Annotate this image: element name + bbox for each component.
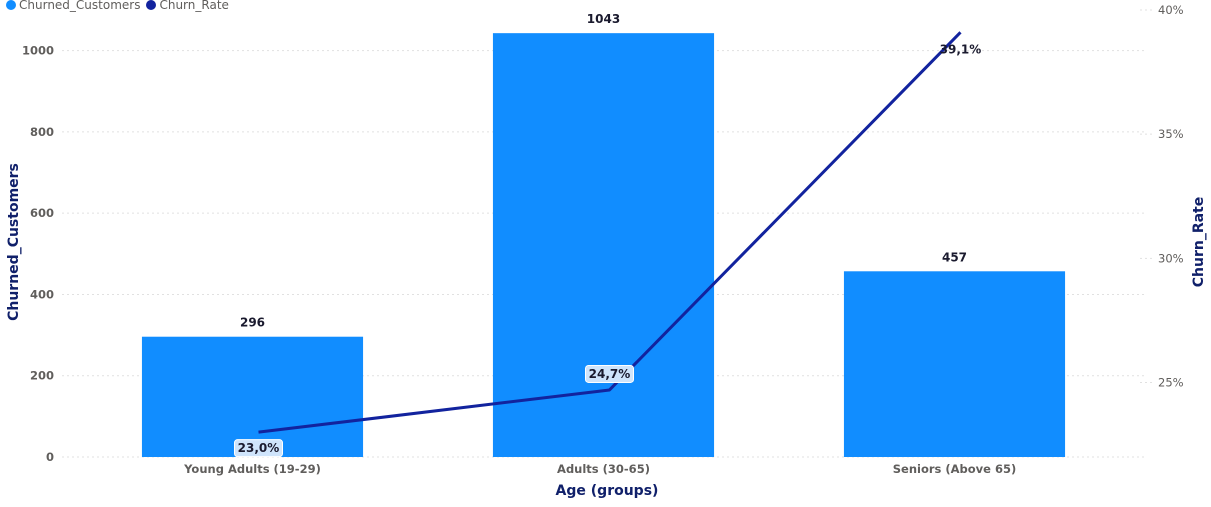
line-label-bg — [585, 364, 634, 383]
churn-rate-line-path — [258, 31, 962, 434]
churn-rate-line — [258, 31, 962, 434]
y2-tick-label: 30% — [1158, 251, 1184, 265]
data-labels: 296 1043 457 23,0% 24,7% 39,1% — [234, 12, 982, 458]
y2-tick-label: 35% — [1158, 127, 1184, 141]
line-label-bg — [234, 439, 283, 458]
line-value-label: 23,0% — [238, 441, 280, 455]
legend-dot-churned-customers — [6, 0, 16, 10]
bar — [492, 33, 715, 458]
line-value-label: 39,1% — [940, 42, 982, 56]
y-tick-label: 0 — [46, 450, 54, 464]
y2-tick-label: 25% — [1158, 376, 1184, 390]
y2-axis-title: Churn_Rate — [1191, 197, 1207, 288]
y-tick-label: 200 — [30, 369, 54, 383]
bar-value-label: 296 — [240, 316, 265, 330]
left-axis-ticks: 0 200 400 600 800 1000 — [22, 44, 54, 464]
legend-item-churned-customers[interactable]: Churned_Customers — [6, 0, 140, 12]
legend: Churned_Customers Churn_Rate — [6, 0, 229, 12]
legend-label-churned-customers: Churned_Customers — [19, 0, 141, 12]
y-tick-label: 1000 — [22, 44, 54, 58]
y2-tick-label: 40% — [1158, 3, 1184, 17]
x-axis-ticks: Young Adults (19-29) Adults (30-65) Senior… — [183, 462, 1016, 476]
legend-item-churn-rate[interactable]: Churn_Rate — [146, 0, 229, 12]
y-tick-label: 600 — [30, 206, 54, 220]
x-tick-label: Adults (30-65) — [557, 462, 650, 476]
bar-value-label: 457 — [942, 250, 967, 264]
x-axis-title: Age (groups) — [556, 483, 659, 499]
bar — [843, 271, 1066, 457]
y-tick-label: 400 — [30, 287, 54, 301]
right-axis-ticks: 25% 30% 35% 40% — [1158, 3, 1184, 390]
bars — [141, 33, 1066, 458]
legend-dot-churn-rate — [146, 0, 157, 10]
x-tick-label: Seniors (Above 65) — [893, 462, 1016, 476]
y-axis-title: Churned_Customers — [6, 163, 22, 321]
x-tick-label: Young Adults (19-29) — [183, 462, 321, 476]
legend-label-churn-rate: Churn_Rate — [159, 0, 229, 12]
line-value-label: 24,7% — [589, 367, 631, 381]
bar — [141, 336, 364, 457]
y-tick-label: 800 — [30, 125, 54, 139]
bar-value-label: 1043 — [587, 12, 620, 26]
